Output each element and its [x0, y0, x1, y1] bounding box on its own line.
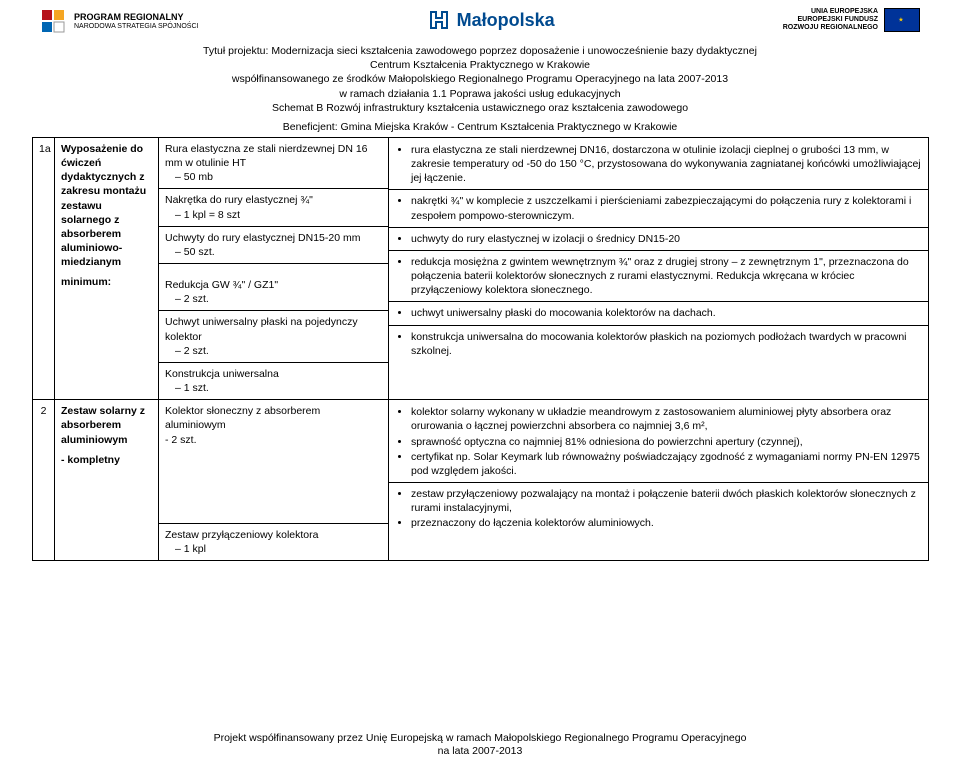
title-l1: Tytuł projektu: Modernizacja sieci kszta…	[40, 44, 920, 58]
beneficiary-line: Beneficjent: Gmina Miejska Kraków - Cent…	[0, 121, 960, 133]
desc-bullet: kolektor solarny wykonany w układzie mea…	[411, 405, 922, 433]
row-desc: kolektor solarny wykonany w układzie mea…	[389, 400, 929, 561]
row-name-sub: - kompletny	[61, 454, 120, 466]
spec-text: Redukcja GW ¾" / GZ1"	[165, 278, 382, 292]
logo-center-text: Małopolska	[457, 10, 555, 31]
desc-bullet: przeznaczony do łączenia kolektorów alum…	[411, 516, 922, 530]
desc-bullet: uchwyt uniwersalny płaski do mocowania k…	[411, 306, 922, 320]
row-spec: Rura elastyczna ze stali nierdzewnej DN …	[159, 137, 389, 399]
logo-left-line2: NARODOWA STRATEGIA SPÓJNOŚCI	[74, 23, 198, 31]
logo-program-regionalny: PROGRAM REGIONALNY NARODOWA STRATEGIA SP…	[40, 8, 198, 36]
pr-logo-icon	[40, 8, 68, 36]
spec-text: Nakrętka do rury elastycznej ¾"	[165, 193, 382, 207]
spec-qty: – 50 mb	[165, 170, 382, 184]
eu-line3: ROZWOJU REGIONALNEGO	[783, 24, 878, 32]
spec-text: Uchwyty do rury elastycznej DN15-20 mm	[165, 231, 382, 245]
spec-qty: – 1 szt.	[165, 381, 382, 395]
malopolska-icon	[427, 8, 451, 32]
desc-bullet: certyfikat np. Solar Keymark lub równowa…	[411, 450, 922, 478]
row-num: 2	[33, 400, 55, 561]
row-name: Zestaw solarny z absorberem aluminiowym …	[55, 400, 159, 561]
row-name: Wyposażenie do ćwiczeń dydaktycznych z z…	[55, 137, 159, 399]
row-num: 1a	[33, 137, 55, 399]
logo-left-text: PROGRAM REGIONALNY NARODOWA STRATEGIA SP…	[74, 13, 198, 31]
spec-qty: – 2 szt.	[165, 344, 382, 358]
desc-bullet: sprawność optyczna co najmniej 81% odnie…	[411, 435, 922, 449]
title-l4: w ramach działania 1.1 Poprawa jakości u…	[40, 87, 920, 101]
row-name-main: Wyposażenie do ćwiczeń dydaktycznych z z…	[61, 143, 146, 268]
logo-malopolska: Małopolska	[427, 8, 555, 32]
logo-left-line1: PROGRAM REGIONALNY	[74, 13, 198, 23]
table-row: 1a Wyposażenie do ćwiczeń dydaktycznych …	[33, 137, 929, 399]
eu-line1: UNIA EUROPEJSKA	[783, 8, 878, 16]
row-desc: rura elastyczna ze stali nierdzewnej DN1…	[389, 137, 929, 399]
row-name-sub: minimum:	[61, 276, 111, 288]
spec-text: Zestaw przyłączeniowy kolektora	[165, 528, 382, 542]
table-row: 2 Zestaw solarny z absorberem aluminiowy…	[33, 400, 929, 561]
spec-text: Konstrukcja uniwersalna	[165, 367, 382, 381]
title-l2: Centrum Kształcenia Praktycznego w Krako…	[40, 58, 920, 72]
desc-bullet: uchwyty do rury elastycznej w izolacji o…	[411, 232, 922, 246]
row-spec: Kolektor słoneczny z absorberem aluminio…	[159, 400, 389, 561]
logo-right-text: UNIA EUROPEJSKA EUROPEJSKI FUNDUSZ ROZWO…	[783, 8, 878, 31]
desc-bullet: zestaw przyłączeniowy pozwalający na mon…	[411, 487, 922, 515]
spec-qty: – 2 szt.	[165, 292, 382, 306]
desc-bullet: rura elastyczna ze stali nierdzewnej DN1…	[411, 143, 922, 186]
spec-qty: – 1 kpl = 8 szt	[165, 208, 382, 222]
footer-l1: Projekt współfinansowany przez Unię Euro…	[0, 732, 960, 746]
eu-line2: EUROPEJSKI FUNDUSZ	[783, 16, 878, 24]
spec-qty: – 50 szt.	[165, 245, 382, 259]
desc-bullet: konstrukcja uniwersalna do mocowania kol…	[411, 330, 922, 358]
desc-bullet: redukcja mosiężna z gwintem wewnętrznym …	[411, 255, 922, 298]
title-l5: Schemat B Rozwój infrastruktury kształce…	[40, 101, 920, 115]
spec-text: Rura elastyczna ze stali nierdzewnej DN …	[165, 142, 382, 170]
page-header: PROGRAM REGIONALNY NARODOWA STRATEGIA SP…	[0, 0, 960, 40]
footer-l2: na lata 2007-2013	[0, 745, 960, 759]
spec-text: Kolektor słoneczny z absorberem aluminio…	[165, 404, 382, 432]
title-l3: współfinansowanego ze środków Małopolski…	[40, 72, 920, 86]
logo-eu: UNIA EUROPEJSKA EUROPEJSKI FUNDUSZ ROZWO…	[783, 8, 920, 32]
spec-text: Uchwyt uniwersalny płaski na pojedynczy …	[165, 315, 382, 343]
project-title-block: Tytuł projektu: Modernizacja sieci kszta…	[40, 44, 920, 115]
desc-bullet: nakrętki ¾" w komplecie z uszczelkami i …	[411, 194, 922, 222]
spec-qty: - 2 szt.	[165, 433, 382, 447]
page-footer: Projekt współfinansowany przez Unię Euro…	[0, 732, 960, 759]
spec-qty: – 1 kpl	[165, 542, 382, 556]
main-table: 1a Wyposażenie do ćwiczeń dydaktycznych …	[32, 137, 929, 561]
eu-flag-icon	[884, 8, 920, 32]
row-name-main: Zestaw solarny z absorberem aluminiowym	[61, 405, 145, 445]
